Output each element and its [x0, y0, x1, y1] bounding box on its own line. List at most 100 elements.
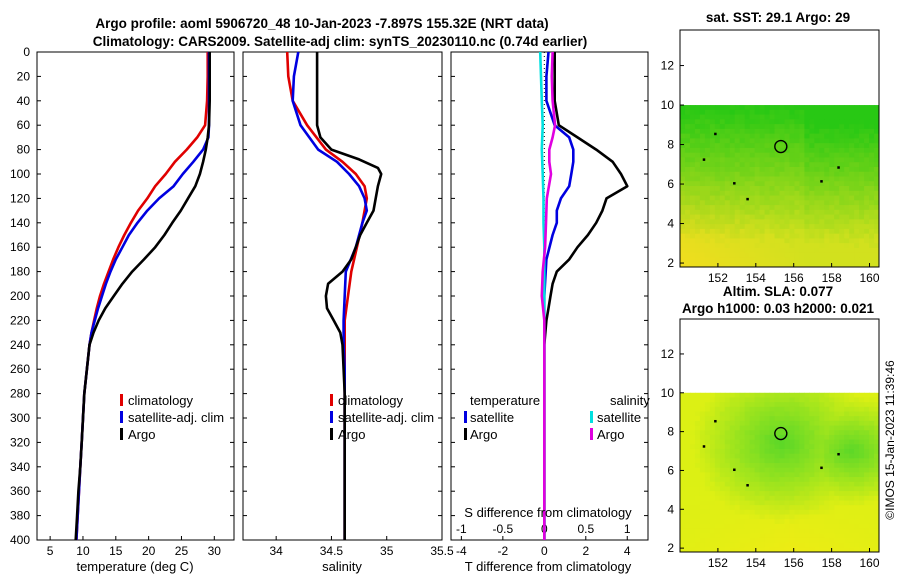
heatmap-cell	[864, 138, 870, 144]
lat-tick-label: 10	[661, 386, 675, 400]
heatmap-cell	[829, 209, 835, 216]
heatmap-cell	[764, 406, 771, 413]
lat-tick-label: 4	[667, 217, 674, 231]
heatmap-cell	[779, 247, 786, 254]
heatmap-cell	[724, 238, 731, 244]
heatmap-cell	[854, 257, 860, 263]
heatmap-cell	[784, 519, 791, 525]
heatmap-cell	[769, 238, 776, 244]
heatmap-cell	[819, 119, 825, 125]
heatmap-cell	[744, 444, 751, 450]
heatmap-cell	[694, 495, 701, 502]
heatmap-cell	[799, 523, 805, 530]
heatmap-cell	[849, 228, 855, 235]
heatmap-cell	[709, 147, 716, 154]
heatmap-cell	[739, 186, 746, 192]
heatmap-cell	[849, 397, 855, 403]
legend-swatch-satellite	[120, 411, 123, 423]
heatmap-cell	[779, 128, 786, 135]
heatmap-cell	[734, 477, 741, 483]
heatmap-cell	[684, 495, 691, 502]
heatmap-cell	[744, 219, 751, 225]
heatmap-cell	[689, 477, 696, 483]
heatmap-cell	[729, 105, 736, 111]
heatmap-cell	[774, 444, 781, 450]
heatmap-cell	[779, 514, 786, 520]
heatmap-cell	[844, 406, 850, 413]
heatmap-cell	[869, 486, 875, 492]
heatmap-cell	[719, 397, 726, 403]
heatmap-cell	[764, 477, 771, 483]
heatmap-cell	[829, 402, 835, 408]
heatmap-cell	[719, 519, 726, 525]
heatmap-cell	[709, 162, 716, 168]
heatmap-cell	[869, 491, 875, 497]
heatmap-cell	[799, 105, 805, 111]
heatmap-cell	[699, 257, 706, 263]
heatmap-cell	[724, 523, 731, 530]
heatmap-cell	[719, 444, 726, 450]
heatmap-cell	[769, 205, 776, 211]
heatmap-cell	[819, 224, 825, 230]
heatmap-cell	[714, 209, 721, 216]
heatmap-cell	[729, 200, 736, 206]
heatmap-cell	[799, 420, 805, 427]
heatmap-cell	[864, 209, 870, 216]
heatmap-cell	[779, 147, 786, 154]
heatmap-cell	[749, 453, 756, 459]
heatmap-cell	[799, 519, 805, 525]
heatmap-cell	[769, 463, 776, 469]
heatmap-cell	[749, 509, 756, 516]
heatmap-cell	[774, 228, 781, 235]
heatmap-cell	[709, 453, 716, 459]
heatmap-cell	[869, 224, 875, 230]
heatmap-cell	[749, 224, 756, 230]
heatmap-cell	[839, 124, 845, 130]
heatmap-cell	[734, 147, 741, 154]
heatmap-cell	[714, 200, 721, 206]
heatmap-cell	[874, 477, 879, 483]
heatmap-cell	[834, 186, 840, 192]
heatmap-cell	[814, 542, 820, 548]
heatmap-cell	[859, 257, 865, 263]
heatmap-cell	[844, 453, 850, 459]
heatmap-cell	[694, 233, 701, 240]
heatmap-cell	[794, 138, 800, 144]
heatmap-cell	[799, 453, 805, 459]
heatmap-cell	[799, 547, 805, 552]
heatmap-cell	[859, 425, 865, 431]
heatmap-cell	[809, 505, 815, 511]
heatmap-cell	[744, 152, 751, 159]
heatmap-cell	[689, 542, 696, 548]
heatmap-cell	[734, 124, 741, 130]
x-tick-label: 20	[142, 544, 156, 558]
heatmap-cell	[684, 402, 691, 408]
heatmap-cell	[689, 406, 696, 413]
heatmap-cell	[764, 109, 771, 116]
heatmap-cell	[719, 200, 726, 206]
heatmap-cell	[724, 444, 731, 450]
heatmap-cell	[824, 537, 830, 544]
heatmap-cell	[839, 392, 845, 399]
depth-tick-label: 360	[10, 484, 30, 498]
heatmap-cell	[799, 181, 805, 187]
s-diff-tick-label: -1	[456, 522, 467, 536]
heatmap-cell	[724, 143, 731, 149]
heatmap-cell	[809, 243, 815, 249]
heatmap-cell	[694, 523, 701, 530]
heatmap-cell	[819, 533, 825, 539]
heatmap-cell	[709, 238, 716, 244]
heatmap-cell	[739, 467, 746, 473]
x-tick-label: 0	[541, 544, 548, 558]
heatmap-cell	[794, 416, 800, 422]
heatmap-cell	[784, 181, 791, 187]
heatmap-cell	[864, 262, 870, 267]
heatmap-cell	[694, 205, 701, 211]
heatmap-cell	[764, 467, 771, 473]
heatmap-cell	[854, 209, 860, 216]
heatmap-cell	[809, 463, 815, 469]
heatmap-cell	[839, 491, 845, 497]
heatmap-cell	[819, 537, 825, 544]
heatmap-cell	[774, 186, 781, 192]
heatmap-cell	[849, 486, 855, 492]
